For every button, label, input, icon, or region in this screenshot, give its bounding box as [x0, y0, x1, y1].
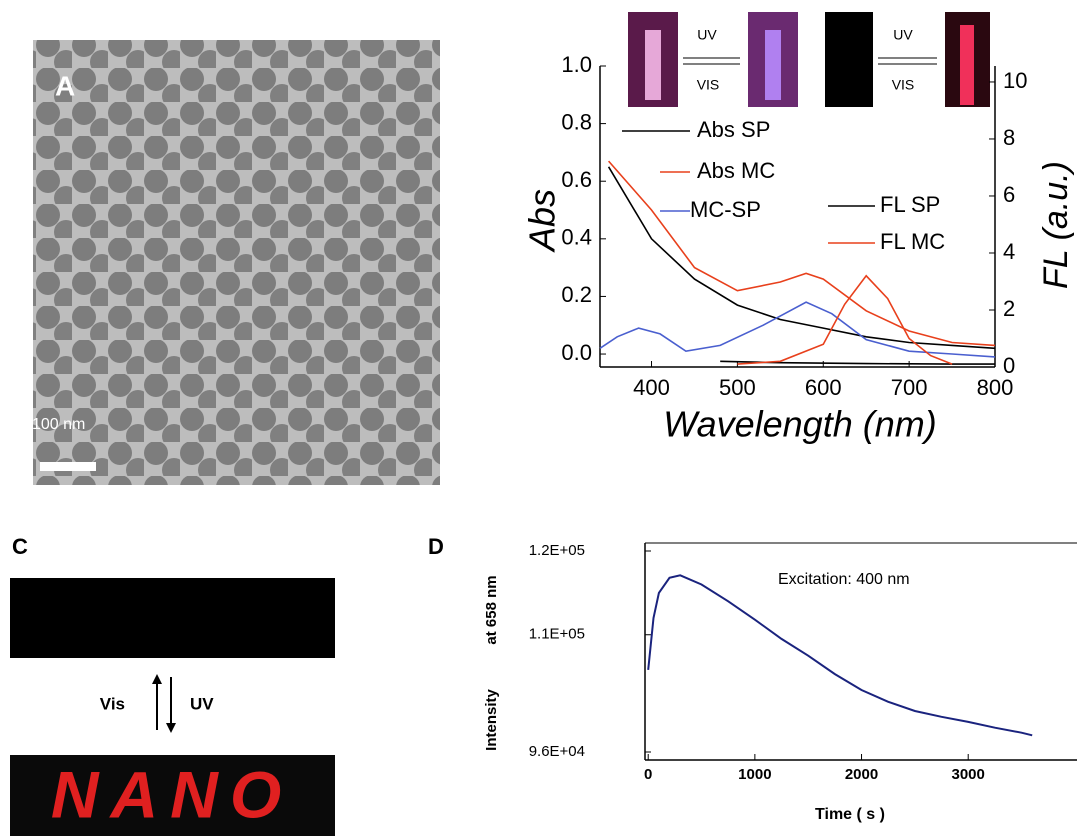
y-tick-label: 9.6E+04	[529, 743, 585, 760]
arrowhead	[166, 723, 176, 733]
x-tick-label: 1000	[738, 766, 771, 783]
x-tick-label: 0	[644, 766, 652, 783]
panel-label: D	[428, 534, 444, 559]
x-tick-label: 700	[891, 375, 928, 400]
series-line	[607, 160, 996, 347]
legend-label: MC-SP	[690, 197, 761, 222]
series-line	[607, 166, 996, 350]
panel-label: C	[12, 534, 28, 559]
legend-label: FL MC	[880, 229, 945, 254]
x-tick-label: 2000	[845, 766, 878, 783]
cuvette	[765, 30, 781, 100]
cuvette-photo	[825, 12, 873, 107]
y-axis-label: Intensity	[483, 689, 500, 751]
y-tick-label: 0.0	[561, 340, 592, 365]
y-tick-label: 0.2	[561, 282, 592, 307]
panel-a: A 100 nm	[32, 40, 440, 485]
series-line	[599, 301, 996, 358]
tem-image	[33, 40, 440, 485]
y-axis-label: Abs	[522, 189, 563, 253]
arrow-label: Vis	[100, 694, 125, 713]
arrowhead	[152, 674, 162, 684]
y2-tick-label: 8	[1003, 125, 1015, 150]
series-line	[647, 574, 1033, 737]
y-tick-label: 0.6	[561, 167, 592, 192]
y-tick-label: 0.8	[561, 109, 592, 134]
scale-bar	[40, 462, 96, 471]
x-axis-label: Time ( s )	[815, 806, 885, 823]
scale-label: 100 nm	[32, 416, 85, 433]
x-axis-label: Wavelength (nm)	[663, 404, 936, 445]
x-tick-label: 500	[719, 375, 756, 400]
cuvette	[645, 30, 661, 100]
glow-strip	[10, 755, 335, 836]
panel-c: C Vis UV NANO	[10, 534, 335, 836]
annotation: Excitation: 400 nm	[778, 571, 910, 588]
y-tick-label: 1.1E+05	[529, 626, 585, 643]
x-tick-label: 800	[977, 375, 1014, 400]
annotation: VIS	[892, 77, 915, 93]
annotation: VIS	[697, 77, 720, 93]
dark-strip	[10, 578, 335, 658]
cuvette	[960, 25, 974, 105]
y-tick-label: 0.4	[561, 225, 592, 250]
y-tick-label: 1.0	[561, 52, 592, 77]
y2-tick-label: 0	[1003, 353, 1015, 378]
y2-tick-label: 10	[1003, 68, 1027, 93]
cuvettes	[628, 12, 990, 107]
legend-label: Abs MC	[697, 158, 775, 183]
x-tick-label: 3000	[952, 766, 985, 783]
y2-tick-label: 2	[1003, 296, 1015, 321]
nano-text: NANO	[51, 757, 293, 831]
legend-label: Abs SP	[697, 117, 770, 142]
y-axis-label: at 658 nm	[483, 575, 500, 644]
legend-label: FL SP	[880, 192, 940, 217]
y2-tick-label: 6	[1003, 182, 1015, 207]
annotation: UV	[893, 27, 913, 43]
y2-axis-label: FL (a.u.)	[1037, 161, 1075, 289]
series-line	[737, 274, 953, 365]
y-tick-label: 1.2E+05	[529, 542, 585, 559]
panel-label: A	[55, 70, 75, 101]
y2-tick-label: 4	[1003, 239, 1015, 264]
annotation: UV	[697, 27, 717, 43]
x-tick-label: 400	[633, 375, 670, 400]
arrow-label: UV	[190, 694, 214, 713]
x-tick-label: 600	[805, 375, 842, 400]
